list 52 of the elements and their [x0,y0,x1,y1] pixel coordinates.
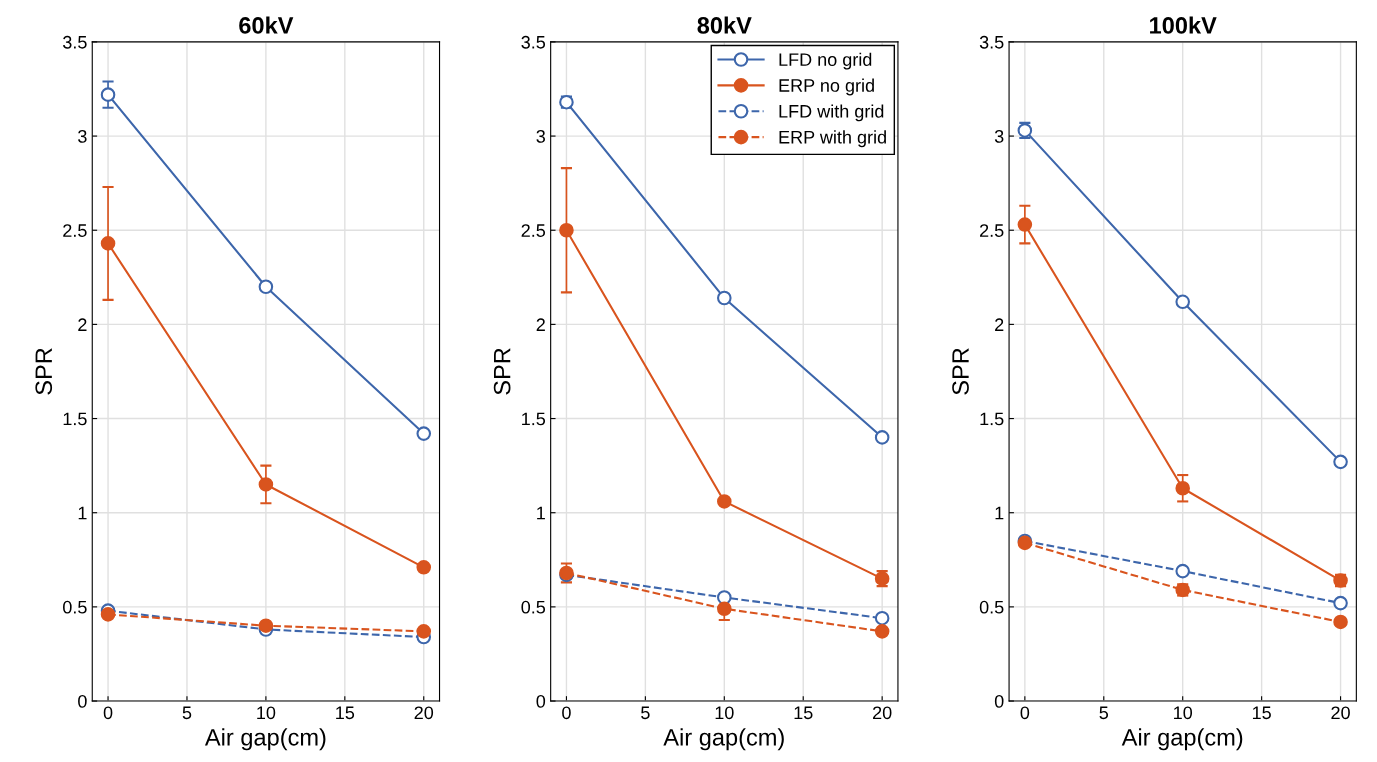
legend-label: ERP with grid [779,130,886,148]
y-tick-label: 0.5 [979,600,1004,614]
y-tick-label: 1 [537,506,545,520]
y-tick-label: 1.5 [522,412,546,426]
chart-title: 100kV [1150,16,1217,34]
y-tick-label: 1 [78,506,87,520]
x-tick-label: 15 [794,706,813,720]
y-tick-label: 0 [78,694,87,708]
y-tick-label: 2.5 [980,224,1004,237]
y-tick-label: 0 [994,694,1004,708]
legend-label: LFD with grid [779,104,884,122]
x-tick-label: 20 [873,706,892,720]
y-tick-label: 1.5 [63,412,87,426]
chart-title: 80kV [697,16,752,34]
y-tick-label: 0.5 [521,600,546,614]
legend-label: ERP no grid [779,78,874,96]
x-tick-label: 0 [562,706,571,720]
legend-label: LFD no grid [779,52,872,70]
y-tick-label: 1.5 [980,412,1004,426]
y-tick-label: 3 [536,130,546,143]
x-tick-label: 10 [257,706,276,720]
chart-title: 60kV [239,16,294,34]
x-tick-label: 5 [641,706,650,720]
x-tick-label: 15 [336,706,355,720]
y-tick-label: 2 [536,318,545,331]
y-tick-label: 0.5 [63,600,87,614]
y-axis-title: SPR [952,348,969,395]
x-tick-label: 20 [414,706,434,720]
y-axis-title: SPR [35,348,53,395]
y-tick-label: 0 [536,694,546,708]
x-tick-label: 10 [715,706,734,720]
y-tick-label: 1 [995,506,1004,520]
x-tick-label: 15 [1252,706,1271,720]
x-tick-label: 0 [103,706,113,720]
y-tick-label: 2.5 [63,224,87,237]
y-tick-label: 2 [78,318,87,331]
x-tick-label: 5 [1099,706,1109,720]
x-tick-label: 20 [1331,706,1350,720]
y-tick-label: 2.5 [521,224,546,237]
x-tick-label: 0 [1020,706,1030,720]
x-tick-label: 10 [1174,706,1193,720]
x-tick-label: 5 [182,706,192,720]
y-tick-label: 3 [994,130,1004,143]
y-tick-label: 3.5 [62,35,87,49]
y-axis-title: SPR [493,348,511,395]
x-axis-title: Air gap(cm) [204,728,326,751]
x-axis-title: Air gap(cm) [663,728,784,751]
y-tick-label: 2 [995,318,1004,331]
y-tick-label: 3.5 [979,35,1004,49]
y-tick-label: 3.5 [521,35,546,49]
x-axis-title: Air gap(cm) [1121,728,1243,751]
y-tick-label: 3 [78,130,87,143]
